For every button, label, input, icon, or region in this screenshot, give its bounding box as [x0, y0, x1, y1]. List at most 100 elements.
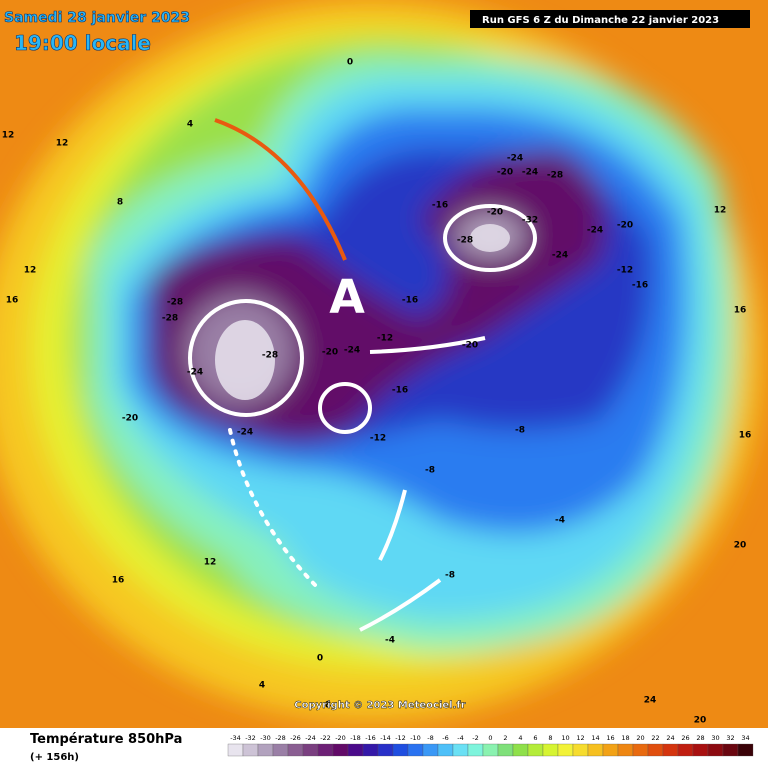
legend-swatch — [737, 743, 754, 757]
legend-tick-label: 18 — [621, 734, 629, 742]
legend-tick-label: 6 — [533, 734, 537, 742]
legend-tick-label: -18 — [350, 734, 361, 742]
legend-lead: (+ 156h) — [30, 752, 79, 763]
legend-title: Température 850hPa — [30, 732, 182, 747]
contour-label: 16 — [112, 576, 125, 586]
legend-swatch — [617, 743, 634, 757]
contour-label: 12 — [24, 266, 37, 276]
legend-tick-label: -6 — [442, 734, 448, 742]
legend-tick-label: -28 — [275, 734, 286, 742]
legend-swatch — [542, 743, 559, 757]
contour-label: -8 — [445, 571, 455, 581]
contour-label: -12 — [617, 266, 633, 276]
contour-label: 4 — [259, 681, 265, 691]
legend-swatch — [602, 743, 619, 757]
annotations-drawn — [188, 204, 537, 632]
legend-tick-label: 0 — [488, 734, 492, 742]
contour-label: -4 — [555, 516, 565, 526]
legend-swatch — [287, 743, 304, 757]
legend-tick-label: 10 — [561, 734, 569, 742]
legend-swatch — [317, 743, 334, 757]
contour-label: -24 — [344, 346, 360, 356]
contour-label: -24 — [552, 251, 568, 261]
contour-label: -24 — [587, 226, 603, 236]
legend-swatch — [302, 743, 319, 757]
legend-swatch — [257, 743, 274, 757]
contour-label: -16 — [392, 386, 408, 396]
temperature-field — [0, 0, 768, 728]
legend-tick-label: -30 — [260, 734, 271, 742]
contour-label: -12 — [370, 434, 386, 444]
legend-swatch — [512, 743, 529, 757]
legend-tick-label: -4 — [457, 734, 463, 742]
legend-swatch — [437, 743, 454, 757]
contour-label: -20 — [487, 208, 503, 218]
legend-tick-label: -16 — [365, 734, 376, 742]
legend-tick-label: -32 — [245, 734, 256, 742]
legend-tick-label: -14 — [380, 734, 391, 742]
contour-label: -16 — [432, 201, 448, 211]
legend-swatch — [392, 743, 409, 757]
legend-swatch — [362, 743, 379, 757]
legend-swatch — [467, 743, 484, 757]
legend-swatch — [377, 743, 394, 757]
legend-swatch — [227, 743, 244, 757]
contour-label: 0 — [317, 654, 323, 664]
legend-swatch — [707, 743, 724, 757]
contour-label: -20 — [617, 221, 633, 231]
contour-label: -24 — [187, 368, 203, 378]
annotation-letter: A — [329, 270, 365, 324]
legend-swatch — [497, 743, 514, 757]
legend-swatch — [332, 743, 349, 757]
contour-label: 12 — [56, 139, 69, 149]
legend-tick-label: 34 — [741, 734, 749, 742]
legend-tick-label: -2 — [472, 734, 478, 742]
time: 19:00 locale — [14, 31, 151, 55]
contour-label: -16 — [632, 281, 648, 291]
legend-swatch — [662, 743, 679, 757]
arrow — [214, 118, 347, 261]
run-box — [470, 10, 750, 28]
legend-tick-label: -22 — [320, 734, 331, 742]
legend-tick-label: 28 — [696, 734, 704, 742]
legend-tick-label: 20 — [636, 734, 644, 742]
contour-label: 0 — [347, 58, 353, 68]
contour-label: 16 — [739, 431, 752, 441]
contour-label: 12 — [714, 206, 727, 216]
legend-tick-label: 12 — [576, 734, 584, 742]
legend-tick-label: -8 — [427, 734, 433, 742]
contour-label: -8 — [425, 466, 435, 476]
legend-tick-label: 8 — [548, 734, 552, 742]
legend-swatch — [242, 743, 259, 757]
legend-swatch — [587, 743, 604, 757]
contour-label: 4 — [187, 120, 193, 130]
contour-label: 20 — [734, 541, 747, 551]
contour-label: 16 — [6, 296, 19, 306]
contour-label: -20 — [497, 168, 513, 178]
legend-tick-label: 4 — [518, 734, 522, 742]
contour-label: -28 — [162, 314, 178, 324]
legend-swatch — [527, 743, 544, 757]
contour-label: -28 — [167, 298, 183, 308]
legend-swatch — [632, 743, 649, 757]
contour-label: 24 — [644, 696, 657, 706]
contour-label: -28 — [457, 236, 473, 246]
contour-label: -24 — [507, 154, 523, 164]
copyright: Copyright © 2023 Meteociel.fr — [294, 700, 465, 711]
legend-tick-label: -20 — [335, 734, 346, 742]
legend-swatch — [422, 743, 439, 757]
legend-tick-label: 16 — [606, 734, 614, 742]
contour-label: -8 — [515, 426, 525, 436]
contour-label: 16 — [734, 306, 747, 316]
legend-tick-label: -26 — [290, 734, 301, 742]
legend-swatch — [677, 743, 694, 757]
legend-swatch — [272, 743, 289, 757]
legend-tick-label: 2 — [503, 734, 507, 742]
run-info: Run GFS 6 Z du Dimanche 22 janvier 2023 — [482, 15, 719, 26]
legend-swatch — [407, 743, 424, 757]
contour-label: -28 — [262, 351, 278, 361]
legend-tick-label: 32 — [726, 734, 734, 742]
legend-tick-label: 14 — [591, 734, 599, 742]
